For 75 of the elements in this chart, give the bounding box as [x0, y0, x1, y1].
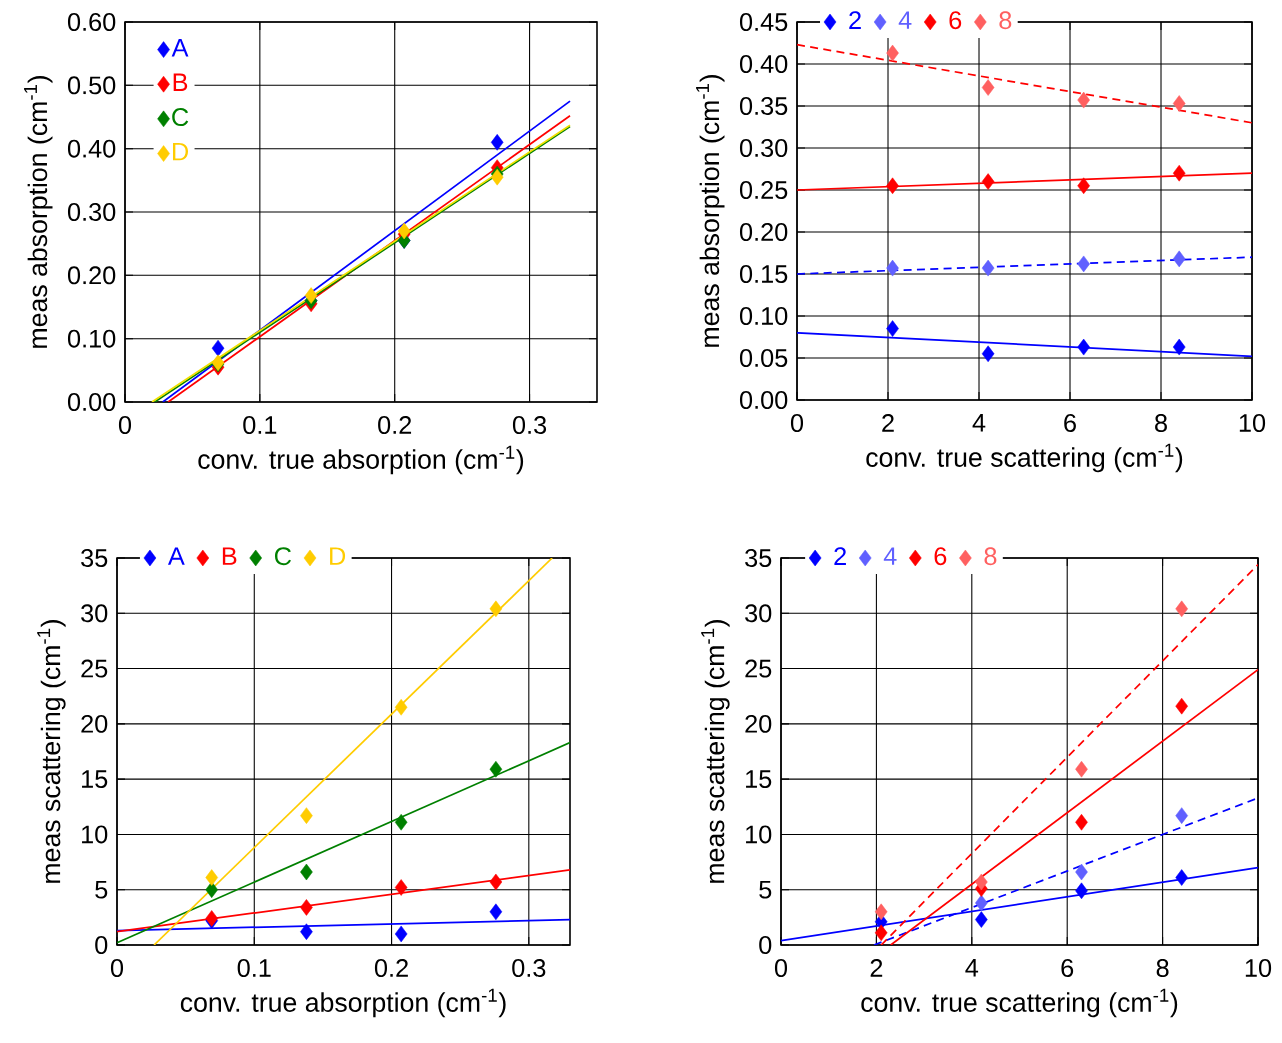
y-tick-label: 30 — [745, 604, 772, 623]
x-tick-label: 8 — [1155, 414, 1167, 432]
y-tick-label: 5 — [95, 880, 108, 899]
legend-label: B — [222, 547, 237, 565]
x-tick-label: 10 — [1245, 959, 1272, 977]
y-axis-title: meas scattering (cm$^{-1}$) — [37, 620, 66, 883]
legend-label: C — [274, 547, 292, 566]
y-tick-label: 25 — [81, 659, 108, 678]
y-tick-label: 0.60 — [67, 13, 116, 31]
y-tick-label: 0.05 — [739, 349, 788, 367]
y-tick-label: 0.20 — [67, 266, 116, 285]
y-axis-title: meas absorption (cm$^{-1}$) — [696, 75, 725, 347]
y-tick-label: 0.45 — [739, 13, 788, 31]
y-tick-label: 0.10 — [739, 307, 788, 325]
x-axis-title: conv. true absorption (cm$^{-1}$) — [198, 445, 524, 475]
legend-label: 2 — [849, 11, 861, 29]
y-tick-label: 0.50 — [67, 76, 116, 95]
legend-label: 8 — [999, 11, 1012, 30]
x-tick-label: 10 — [1239, 414, 1266, 432]
y-tick-label: 0.30 — [67, 203, 116, 221]
x-tick-label: 0.3 — [512, 416, 547, 434]
legend-label: A — [171, 39, 189, 57]
y-tick-label: 30 — [81, 604, 108, 623]
x-tick-label: 0 — [790, 414, 804, 432]
x-tick-label: 2 — [870, 959, 883, 977]
y-tick-label: 5 — [759, 880, 772, 899]
legend-label: 6 — [934, 547, 947, 566]
legend-label: 8 — [984, 547, 997, 566]
y-tick-label: 0.15 — [739, 265, 788, 283]
x-tick-label: 6 — [1064, 414, 1076, 432]
x-tick-label: 0.2 — [378, 416, 412, 434]
y-tick-label: 10 — [82, 825, 108, 844]
x-tick-label: 4 — [972, 414, 986, 432]
legend-label: B — [173, 73, 188, 91]
x-tick-label: 2 — [882, 414, 894, 432]
x-tick-label: 4 — [965, 959, 979, 977]
y-tick-label: 0.20 — [739, 223, 788, 241]
y-axis-title: meas scattering (cm$^{-1}$) — [701, 620, 730, 883]
y-tick-label: 0 — [759, 936, 772, 954]
x-tick-label: 0.2 — [374, 959, 408, 977]
legend-label: 2 — [834, 547, 846, 565]
legend-label: D — [330, 547, 346, 565]
y-tick-label: 15 — [82, 770, 108, 788]
x-tick-label: 8 — [1156, 959, 1169, 977]
y-tick-label: 0.00 — [67, 393, 116, 411]
y-tick-label: 0.30 — [739, 139, 788, 157]
y-tick-label: 20 — [745, 714, 772, 733]
y-tick-label: 0 — [95, 936, 108, 954]
text: 4 — [898, 11, 912, 29]
legend-label: C — [172, 108, 189, 127]
x-axis-title: conv. true scattering (cm$^{-1}$) — [866, 443, 1183, 473]
text: 4 — [883, 547, 897, 565]
legend-label: D — [172, 142, 188, 161]
legend-label: A — [167, 547, 185, 565]
y-tick-label: 0.40 — [739, 55, 788, 73]
y-tick-label: 35 — [745, 549, 772, 567]
x-tick-label: 0.1 — [237, 959, 271, 977]
x-tick-label: 6 — [1061, 959, 1074, 977]
y-tick-label: 0.00 — [739, 391, 788, 409]
x-tick-label: 0 — [118, 416, 132, 434]
y-tick-label: 20 — [81, 714, 108, 733]
y-tick-label: 0.10 — [67, 329, 116, 348]
y-tick-label: 0.35 — [739, 97, 788, 115]
y-axis-title: meas absorption (cm$^{-1}$) — [24, 76, 53, 348]
x-axis-title: conv. true scattering (cm$^{-1}$) — [861, 988, 1178, 1018]
y-tick-label: 10 — [746, 825, 772, 844]
y-tick-label: 25 — [745, 659, 772, 678]
x-tick-label: 0.1 — [243, 416, 277, 434]
y-tick-label: 0.25 — [739, 181, 788, 199]
legend-label: 6 — [949, 11, 962, 30]
x-tick-label: 0.3 — [512, 959, 546, 977]
y-tick-label: 0.40 — [67, 139, 116, 158]
y-tick-label: 35 — [81, 549, 108, 567]
y-tick-label: 15 — [746, 770, 772, 788]
x-axis-title: conv. true absorption (cm$^{-1}$) — [180, 988, 506, 1018]
